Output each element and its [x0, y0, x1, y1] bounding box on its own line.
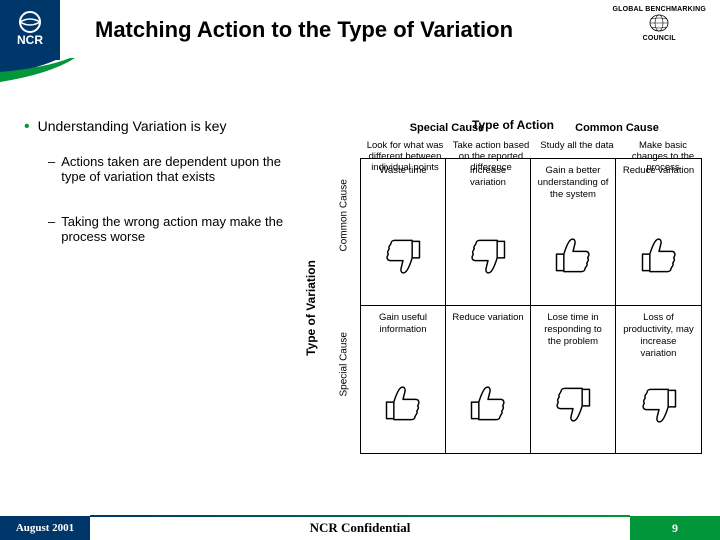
gbc-text-bottom: COUNCIL — [643, 35, 676, 42]
row-axis-title: Type of Variation — [304, 248, 318, 368]
cell-text: Waste time — [379, 165, 426, 209]
footer-page-number: 9 — [630, 516, 720, 540]
header-swoosh-icon — [0, 58, 80, 98]
sub-bullet-1-text: Actions taken are dependent upon the typ… — [61, 154, 284, 184]
cell-text: Increase variation — [452, 165, 524, 209]
row-label-special: Special Cause — [339, 369, 350, 397]
gbc-text-top: GLOBAL BENCHMARKING — [612, 6, 706, 13]
gbc-logo: GLOBAL BENCHMARKING COUNCIL — [612, 6, 706, 42]
row-labels: Common Cause Special Cause — [330, 162, 358, 458]
cell-text: Lose time in responding to the problem — [537, 312, 609, 356]
ncr-logo-block: NCR — [0, 0, 60, 60]
slide-title: Matching Action to the Type of Variation — [95, 16, 555, 44]
cell-text: Reduce variation — [623, 165, 694, 209]
sub-bullet-2: – Taking the wrong action may make the p… — [48, 214, 284, 244]
ncr-logo-icon: NCR — [8, 8, 52, 52]
footer-date: August 2001 — [0, 516, 90, 540]
matrix-cell-6: Lose time in responding to the problem — [531, 306, 616, 453]
thumbs-down-icon — [367, 209, 439, 303]
action-variation-matrix: Type of Action Look for what was differe… — [302, 118, 706, 458]
ncr-logo-text: NCR — [17, 33, 43, 47]
bullet-dot-icon: • — [24, 118, 30, 136]
matrix-grid: Waste time Increase variation Gain a bette… — [360, 158, 702, 454]
matrix-cell-7: Loss of productivity, may increase varia… — [616, 306, 701, 453]
matrix-cell-5: Reduce variation — [446, 306, 531, 453]
sub-bullet-1: – Actions taken are dependent upon the t… — [48, 154, 284, 184]
matrix-cell-0: Waste time — [361, 159, 446, 306]
thumbs-down-icon — [537, 356, 609, 451]
cell-text: Gain a better understanding of the syste… — [537, 165, 609, 209]
col-header-common: Common Cause — [532, 122, 702, 134]
matrix-cell-1: Increase variation — [446, 159, 531, 306]
matrix-cell-4: Gain useful information — [361, 306, 446, 453]
content-left: • Understanding Variation is key – Actio… — [24, 118, 284, 266]
slide-footer: August 2001 NCR Confidential 9 — [0, 516, 720, 540]
dash-icon: – — [48, 154, 55, 169]
cell-text: Reduce variation — [452, 312, 523, 356]
thumbs-down-icon — [622, 360, 695, 452]
thumbs-up-icon — [452, 356, 524, 451]
dash-icon: – — [48, 214, 55, 229]
main-bullet-text: Understanding Variation is key — [38, 118, 227, 134]
thumbs-up-icon — [622, 209, 695, 303]
sub-bullet-2-text: Taking the wrong action may make the pro… — [61, 214, 284, 244]
globe-icon — [648, 14, 670, 32]
cell-text: Gain useful information — [367, 312, 439, 356]
cell-text: Loss of productivity, may increase varia… — [622, 312, 695, 360]
thumbs-down-icon — [452, 209, 524, 303]
main-bullet: • Understanding Variation is key — [24, 118, 284, 136]
thumbs-up-icon — [537, 209, 609, 303]
row-label-common: Common Cause — [339, 224, 350, 252]
matrix-cell-2: Gain a better understanding of the syste… — [531, 159, 616, 306]
footer-confidential: NCR Confidential — [90, 520, 630, 536]
matrix-cell-3: Reduce variation — [616, 159, 701, 306]
col-header-special: Special Cause — [362, 122, 532, 134]
thumbs-up-icon — [367, 356, 439, 451]
